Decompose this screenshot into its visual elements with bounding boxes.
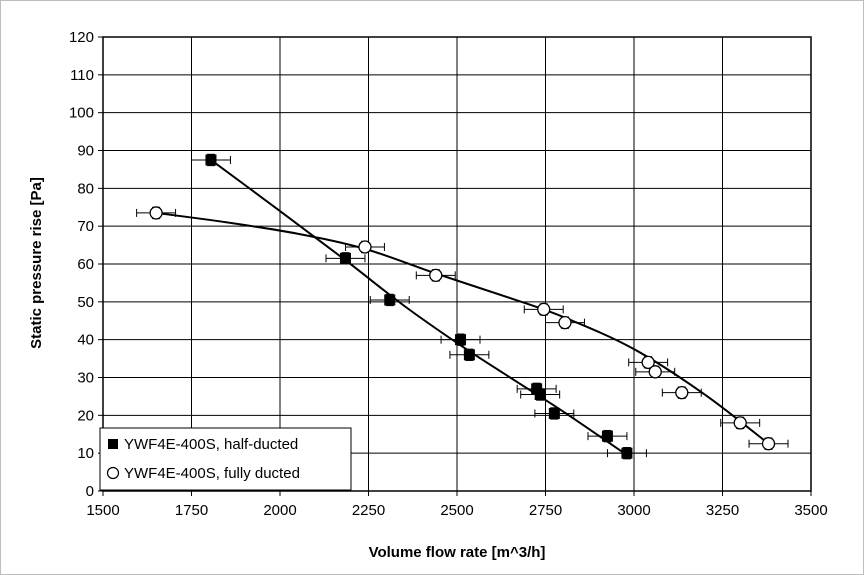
y-tick-label: 20: [77, 407, 94, 424]
y-tick-label: 80: [77, 180, 94, 197]
data-point-fully-ducted: [648, 365, 662, 379]
data-point-fully-ducted: [558, 315, 572, 330]
y-axis-title: Static pressure rise [Pa]: [28, 177, 45, 349]
plot-border: [102, 36, 812, 492]
y-tick-label: 100: [69, 105, 94, 122]
legend-box: [99, 427, 352, 491]
x-tick-label: 2000: [263, 502, 296, 519]
data-point-half-ducted: [463, 349, 475, 361]
data-point-fully-ducted: [149, 206, 163, 220]
data-point-half-ducted: [548, 407, 560, 419]
x-tick-label: 3250: [706, 502, 739, 519]
grid-layer: [98, 36, 812, 496]
x-tick-label: 2500: [440, 502, 473, 519]
data-point-half-ducted: [205, 154, 217, 166]
x-axis-title: Volume flow rate [m^3/h]: [369, 544, 546, 561]
marker-layer: [149, 154, 776, 459]
data-point-half-ducted: [384, 294, 396, 306]
x-tick-label: 1500: [86, 502, 119, 519]
data-point-half-ducted: [601, 430, 613, 442]
x-tick-label: 3000: [617, 502, 650, 519]
y-tick-label: 60: [77, 256, 94, 273]
legend-marker-half-ducted: [108, 439, 118, 449]
legend-label-half-ducted: YWF4E-400S, half-ducted: [124, 436, 298, 453]
y-tick-label: 30: [77, 370, 94, 387]
y-tick-label: 10: [77, 445, 94, 462]
data-point-fully-ducted: [733, 416, 747, 430]
data-point-fully-ducted: [641, 355, 655, 370]
y-tick-label: 40: [77, 332, 94, 349]
x-tick-label: 1750: [175, 502, 208, 519]
legend-label-fully-ducted: YWF4E-400S, fully ducted: [124, 465, 300, 482]
y-tick-label: 0: [86, 483, 94, 500]
x-tick-label: 2250: [352, 502, 385, 519]
data-point-fully-ducted: [761, 437, 776, 451]
data-point-fully-ducted: [537, 302, 551, 317]
tick-label-layer: 0 10 20 30 40 50 60 70 80 90 100 110 120 1500 1750 2000…: [69, 29, 828, 519]
data-point-half-ducted: [621, 447, 633, 459]
data-point-half-ducted: [339, 252, 351, 264]
data-point-half-ducted: [534, 389, 546, 401]
data-point-fully-ducted: [675, 385, 689, 400]
y-tick-label: 90: [77, 143, 94, 160]
data-point-half-ducted: [455, 334, 467, 346]
data-point-half-ducted: [531, 383, 543, 395]
y-tick-label: 120: [69, 29, 94, 46]
legend-marker-fully-ducted: [106, 466, 120, 480]
data-point-fully-ducted: [358, 240, 372, 254]
y-tick-label: 50: [77, 294, 94, 311]
x-tick-label: 3500: [794, 502, 827, 519]
x-tick-label: 2750: [529, 502, 562, 519]
y-tick-label: 70: [77, 218, 94, 235]
y-tick-label: 110: [70, 67, 94, 84]
legend: YWF4E-400S, half-ducted YWF4E-400S, full…: [99, 427, 352, 491]
trend-line-series-1: [155, 211, 770, 445]
data-point-fully-ducted: [429, 268, 443, 283]
